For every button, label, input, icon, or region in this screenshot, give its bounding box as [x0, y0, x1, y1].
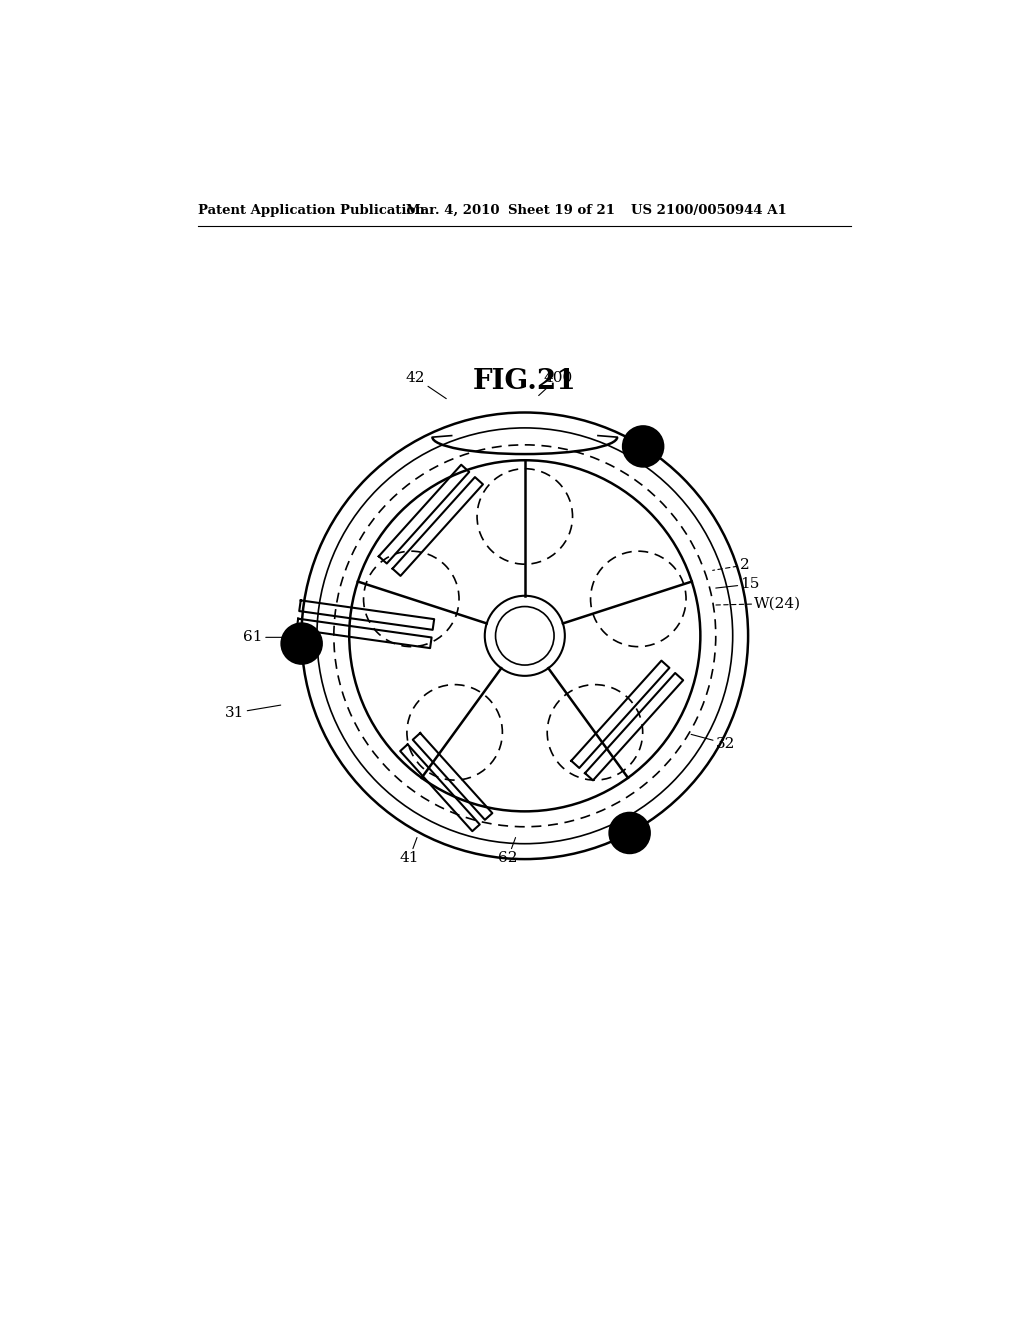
Text: FIG.21: FIG.21: [473, 368, 577, 395]
Text: 31: 31: [225, 705, 281, 719]
Circle shape: [282, 623, 322, 664]
Text: 2: 2: [713, 558, 751, 572]
Text: 15: 15: [716, 577, 760, 591]
Text: Mar. 4, 2010: Mar. 4, 2010: [407, 205, 500, 218]
Text: Sheet 19 of 21: Sheet 19 of 21: [508, 205, 614, 218]
Text: W(24): W(24): [716, 597, 802, 610]
Text: 42: 42: [406, 371, 446, 399]
Text: 41: 41: [399, 837, 419, 866]
Circle shape: [624, 426, 664, 466]
Text: US 2100/0050944 A1: US 2100/0050944 A1: [631, 205, 786, 218]
Circle shape: [609, 813, 649, 853]
Text: 400: 400: [539, 371, 572, 396]
Text: 32: 32: [691, 734, 735, 751]
Text: Patent Application Publication: Patent Application Publication: [199, 205, 425, 218]
Text: 61: 61: [244, 631, 301, 644]
Text: 62: 62: [498, 837, 517, 866]
